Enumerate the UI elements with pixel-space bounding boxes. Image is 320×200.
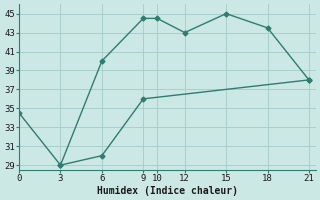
X-axis label: Humidex (Indice chaleur): Humidex (Indice chaleur): [97, 186, 238, 196]
